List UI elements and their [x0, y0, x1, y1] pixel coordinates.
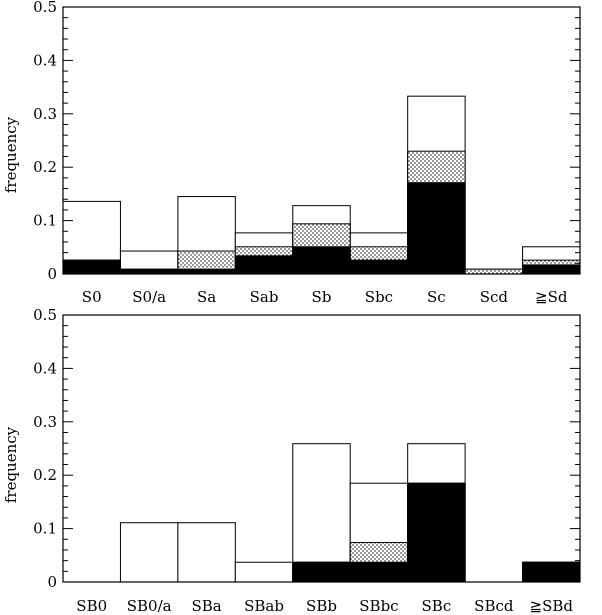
y-tick-label: 0.2: [33, 158, 57, 176]
category-label: Sab: [250, 288, 279, 306]
y-tick-label: 0: [47, 265, 57, 283]
category-label: SB0: [76, 597, 107, 615]
category-label: ≧SBd: [530, 597, 574, 615]
y-tick-label: 0.4: [33, 359, 57, 377]
outline-bar-SBb: [292, 443, 351, 583]
solid-bar-SBc: [407, 482, 466, 583]
y-tick-label: 0.3: [33, 413, 57, 431]
y-tick-label: 0.3: [33, 105, 57, 123]
barred-histogram-panel: frequency 0 0.1 0.2 0.3 0.4 0.5 SB0 SB0/a SBa SBa…: [2, 306, 581, 615]
solid-bar-Sbc: [349, 259, 409, 275]
solid-bar-Sab: [234, 255, 294, 275]
y-axis-label: frequency: [2, 426, 20, 503]
category-label: SB0/a: [127, 597, 172, 615]
y-tick-label: 0.5: [33, 0, 57, 16]
solid-bar-Sa: [177, 268, 236, 275]
category-label: SBab: [244, 597, 284, 615]
category-label: SBa: [191, 597, 221, 615]
y-tick-label: 0.1: [33, 520, 57, 538]
category-label: S0: [82, 288, 102, 306]
outline-bar-SBab: [234, 561, 294, 583]
solid-bar-Sb: [292, 246, 351, 275]
y-tick-label: 0.2: [33, 466, 57, 484]
category-label: Sc: [427, 288, 446, 306]
category-label: Scd: [480, 288, 509, 306]
solid-bar-S0/a: [119, 268, 179, 275]
outline-bar-SB0/a: [119, 522, 179, 583]
unbarred-histogram-panel: frequency 0 0.1 0.2 0.3 0.4 0.5 S0 S0/a Sa Sab Sb S…: [2, 0, 581, 306]
y-tick-label: 0.5: [33, 306, 57, 324]
solid-bar-Sc: [407, 182, 466, 275]
y-tick-label: 0.4: [33, 51, 57, 69]
category-label: Sa: [197, 288, 216, 306]
solid-bar-≧SBd: [522, 561, 581, 583]
category-label: SBc: [422, 597, 452, 615]
outline-bar-SBa: [177, 522, 236, 583]
y-tick-label: 0: [47, 573, 57, 591]
solid-bar-SBbc: [349, 561, 409, 583]
solid-bar-SBb: [292, 561, 351, 583]
category-label: SBb: [306, 597, 337, 615]
category-label: S0/a: [132, 288, 166, 306]
category-label: ≧Sd: [535, 288, 568, 306]
category-label: Sb: [312, 288, 332, 306]
plot-frame: [62, 6, 581, 275]
category-label: Sbc: [365, 288, 393, 306]
category-label: SBcd: [474, 597, 514, 615]
y-tick-label: 0.1: [33, 212, 57, 230]
plot-frame: [62, 314, 581, 583]
solid-bar-S0: [62, 259, 121, 275]
dotted-bar-Scd: [464, 268, 524, 275]
solid-bar-≧Sd: [522, 264, 581, 275]
category-label: SBbc: [359, 597, 398, 615]
y-axis-label: frequency: [2, 116, 20, 193]
